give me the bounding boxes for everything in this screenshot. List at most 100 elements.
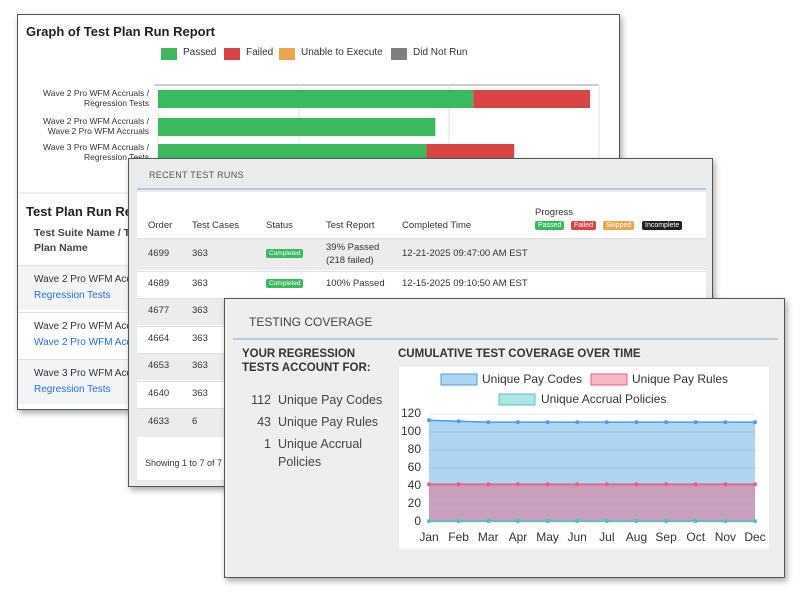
summary-label: Unique Accrual (278, 437, 363, 451)
progress-badge: Skipped (603, 221, 635, 230)
data-point (545, 519, 550, 524)
test-cases-cell: 363 (192, 247, 208, 259)
legend-label: Passed (183, 47, 217, 58)
data-point (456, 519, 461, 524)
area-fill (429, 484, 755, 522)
data-point (575, 519, 580, 524)
category-label: Regression Tests (83, 152, 149, 162)
legend-swatch (498, 393, 536, 406)
y-tick-label: 120 (401, 406, 421, 420)
x-tick-label: Oct (686, 530, 705, 544)
y-tick-label: 80 (408, 442, 422, 456)
coverage-panel: 0 20 40 60 80 100 120 Jan Feb Mar Apr May Jun Jul Aug S… (224, 298, 785, 578)
legend-label: Failed (246, 47, 274, 58)
data-point (545, 482, 550, 487)
y-tick-label: 0 (414, 514, 421, 528)
summary-count: 112 (251, 393, 271, 407)
progress-badge: Incomplete (642, 221, 683, 230)
bar-segment (473, 90, 591, 108)
chart-title: CUMULATIVE TEST COVERAGE OVER TIME (398, 348, 641, 360)
x-tick-label: Aug (626, 530, 647, 544)
order-cell: 4640 (148, 388, 170, 399)
data-point (753, 482, 757, 487)
y-tick-label: 60 (408, 460, 422, 474)
column-header: Status (266, 220, 293, 231)
x-tick-label: Jan (419, 530, 438, 544)
x-tick-label: Sep (655, 530, 677, 544)
category-label: Wave 2 Pro WFM Accruals / (43, 88, 149, 98)
legend-label: Did Not Run (413, 47, 468, 58)
row-name: Wave 2 Pro WFM Accruals / (34, 274, 159, 285)
bar-segment (426, 144, 515, 162)
summary-title: TESTS ACCOUNT FOR: (242, 362, 371, 374)
column-header: Test Report (326, 220, 375, 231)
data-point (575, 420, 580, 425)
column-header: Progress (535, 207, 574, 218)
data-point (723, 482, 728, 487)
data-point (604, 420, 609, 425)
x-tick-label: Mar (478, 530, 499, 544)
summary-count: 43 (257, 415, 271, 429)
x-tick-label: Feb (448, 530, 469, 544)
table-row (137, 271, 706, 297)
completed-cell: 12-21-2025 09:47:00 AM EST (402, 247, 528, 259)
test-cases-cell: 363 (192, 277, 208, 289)
summary-label: Unique Pay Codes (278, 393, 383, 407)
report-cell: (218 failed) (326, 254, 374, 266)
bar-segment (158, 118, 436, 136)
order-cell: 4633 (148, 416, 170, 427)
row-name: Wave 3 Pro WFM Accruals / (34, 368, 159, 379)
test-cases-cell: 363 (192, 388, 208, 399)
data-point (723, 519, 728, 524)
x-tick-label: Dec (744, 530, 765, 544)
row-link[interactable]: Wave 2 Pro WFM Accruals (34, 337, 154, 348)
legend-label: Unique Pay Rules (632, 372, 728, 386)
report-cell: 39% Passed (326, 241, 380, 253)
bar-segment (158, 90, 474, 108)
section-title: Test Plan Run Report (26, 204, 158, 219)
area-fill (429, 420, 755, 522)
order-cell: 4664 (148, 333, 170, 344)
status-badge: Completed (266, 278, 304, 288)
x-tick-label: Nov (715, 530, 736, 544)
data-point (515, 420, 520, 425)
data-point (693, 482, 698, 487)
y-tick-label: 40 (408, 478, 422, 492)
test-cases-cell: 363 (192, 333, 208, 344)
report-cell: 100% Passed (326, 277, 385, 289)
panel-title: RECENT TEST RUNS (149, 170, 244, 180)
progress-badge: Failed (571, 221, 597, 230)
data-point (456, 482, 461, 487)
legend-label: Unique Accrual Policies (541, 392, 666, 406)
x-tick-label: May (536, 530, 559, 544)
summary-label: Policies (278, 455, 322, 469)
data-point (515, 519, 520, 524)
area-line (428, 419, 755, 423)
legend-label: Unable to Execute (301, 47, 383, 58)
status-badge: Completed (266, 248, 304, 258)
coverage-chart: 0 20 40 60 80 100 120 Jan Feb Mar Apr May Jun Jul Aug S… (233, 338, 778, 544)
data-point (723, 420, 728, 425)
column-header: Test Suite Name / Test Plan Name (34, 227, 145, 254)
data-point (604, 482, 609, 487)
legend-label: Unique Pay Codes (482, 372, 582, 386)
data-point (664, 420, 669, 425)
order-cell: 4653 (148, 360, 170, 371)
row-link[interactable]: Regression Tests (34, 290, 111, 301)
column-header: Completed Time (402, 220, 472, 231)
category-label: Regression Tests (83, 98, 149, 108)
chart-box (399, 367, 769, 549)
table-footer: Showing 1 to 7 of 7 entries (145, 458, 252, 468)
data-point (515, 482, 520, 487)
test-cases-cell: 363 (192, 305, 208, 316)
data-point (753, 519, 757, 524)
data-point (664, 519, 669, 524)
summary-label: Unique Pay Rules (278, 415, 379, 429)
row-link[interactable]: Regression Tests (34, 384, 111, 395)
row-name: Wave 2 Pro WFM Accruals / (34, 321, 159, 332)
legend-swatch (391, 48, 407, 60)
y-tick-label: 20 (408, 496, 422, 510)
data-point (753, 420, 757, 425)
summary-title: YOUR REGRESSION (242, 348, 356, 360)
